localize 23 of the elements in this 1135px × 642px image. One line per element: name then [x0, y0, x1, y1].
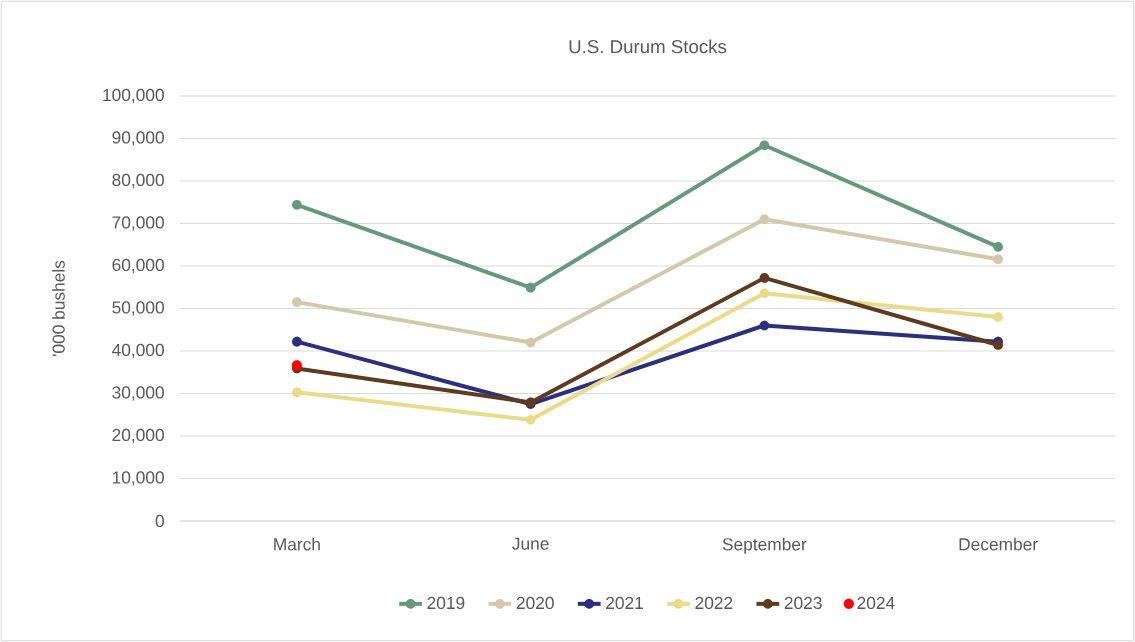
y-tick-label: 10,000 — [112, 471, 164, 486]
legend-label: 2021 — [606, 596, 643, 610]
x-tick-label: March — [274, 537, 320, 551]
x-tick-label: September — [722, 537, 807, 554]
y-tick-label: 40,000 — [112, 343, 164, 359]
legend-label: 2019 — [427, 596, 465, 610]
legend-label: 2022 — [695, 596, 733, 610]
x-tick-label: June — [512, 537, 549, 550]
y-tick-label: 70,000 — [112, 216, 164, 231]
chart-title: U.S. Durum Stocks — [569, 39, 727, 54]
legend-label: 2024 — [857, 596, 895, 610]
legend-label: 2023 — [784, 596, 822, 610]
y-tick-label: 100,000 — [103, 88, 164, 104]
y-axis-title: '000 bushels — [52, 260, 65, 356]
x-tick-label: December — [959, 537, 1038, 551]
y-tick-label: 50,000 — [112, 301, 164, 316]
y-tick-label: 0 — [155, 514, 164, 528]
y-tick-label: 30,000 — [112, 386, 164, 401]
y-tick-label: 20,000 — [112, 428, 164, 444]
y-tick-label: 80,000 — [112, 173, 164, 189]
y-tick-label: 60,000 — [112, 258, 164, 274]
y-tick-label: 90,000 — [112, 131, 164, 146]
legend-label: 2020 — [516, 596, 554, 610]
